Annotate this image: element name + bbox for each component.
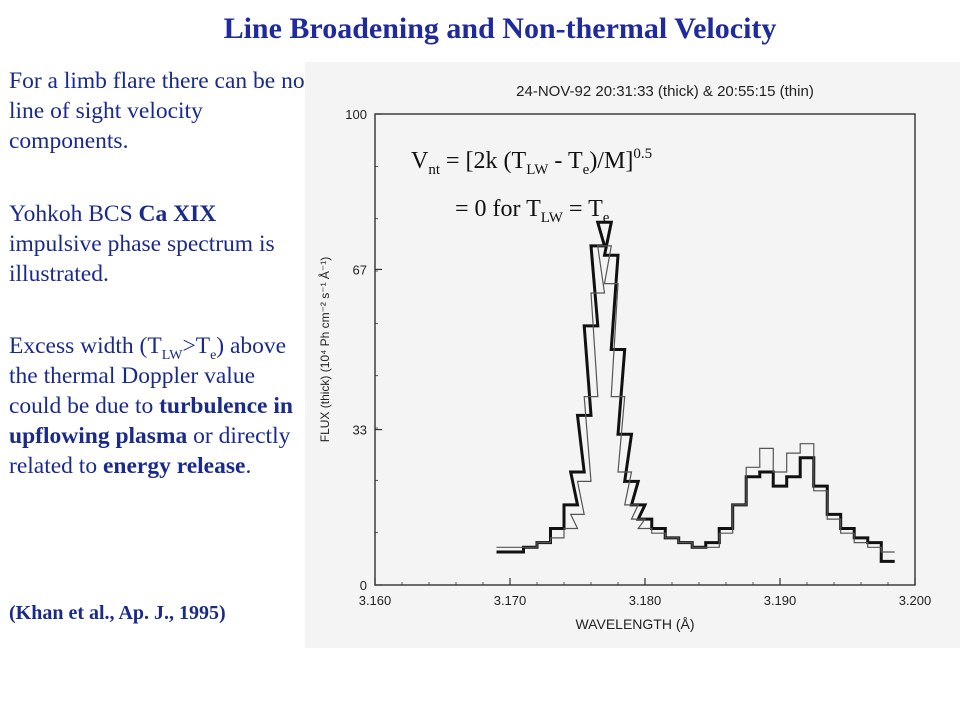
y-axis-label: FLUX (thick) (10⁴ Ph cm⁻² s⁻¹ Å⁻¹) bbox=[317, 257, 332, 443]
formula-exponent: 0.5 bbox=[633, 146, 653, 162]
spectrum-chart: 3.160 3.170 3.180 3.190 3.200 0 33 67 100 24-NOV-… bbox=[317, 83, 932, 632]
excess-text-a: Excess width (T bbox=[9, 333, 162, 359]
x-tick-label: 3.190 bbox=[764, 593, 797, 608]
formula-vnt: Vnt = [2k (TLW - Te)/M]0.5 bbox=[411, 146, 653, 178]
y-tick-label: 100 bbox=[345, 107, 367, 122]
paragraph-bcs-spectrum: Yohkoh BCS Ca XIX impulsive phase spectr… bbox=[9, 199, 309, 289]
series-line-thin bbox=[496, 245, 895, 553]
formula2-part-a: = 0 for T bbox=[455, 196, 541, 222]
formula-sub-e: e bbox=[582, 162, 590, 178]
formula-part-a: = [2k (T bbox=[440, 148, 527, 174]
y-tick-label: 0 bbox=[360, 578, 367, 593]
bcs-text-a: Yohkoh BCS bbox=[9, 201, 139, 227]
formula-v: V bbox=[411, 148, 429, 174]
formula-zero: = 0 for TLW = Te bbox=[455, 196, 610, 226]
x-tick-label: 3.170 bbox=[494, 593, 527, 608]
turbulence-text: turbulence in upflowing plasma bbox=[9, 393, 293, 449]
excess-text-c: ) above the thermal Doppler value could … bbox=[9, 333, 287, 419]
bcs-text-c: impulsive phase spectrum is illustrated. bbox=[9, 231, 275, 287]
excess-sub-lw: LW bbox=[161, 348, 183, 363]
y-tick-label: 33 bbox=[353, 423, 367, 438]
formula-sub-nt: nt bbox=[428, 162, 441, 178]
ca-xix-label: Ca XIX bbox=[138, 201, 217, 227]
paragraph-limb-flare: For a limb flare there can be no line of… bbox=[9, 68, 305, 154]
formula-part-c: )/M] bbox=[589, 148, 634, 174]
y-tick-label: 67 bbox=[353, 262, 367, 277]
x-tick-label: 3.200 bbox=[899, 593, 932, 608]
formula-sub-lw: LW bbox=[526, 162, 549, 178]
excess-text-e: . bbox=[245, 453, 252, 479]
x-tick-label: 3.160 bbox=[359, 593, 392, 608]
slide-title: Line Broadening and Non-thermal Velocity bbox=[223, 12, 777, 45]
excess-text-d: or directly related to bbox=[9, 423, 291, 479]
spectrum-figure: 3.160 3.170 3.180 3.190 3.200 0 33 67 100 24-NOV-… bbox=[305, 62, 960, 648]
x-tick-label: 3.180 bbox=[629, 593, 662, 608]
x-axis-label: WAVELENGTH (Å) bbox=[575, 616, 694, 632]
chart-title: 24-NOV-92 20:31:33 (thick) & 20:55:15 (t… bbox=[516, 83, 814, 100]
formula2-part-b: = T bbox=[562, 196, 603, 222]
formula2-sub-lw: LW bbox=[540, 210, 563, 226]
reference-citation: (Khan et al., Ap. J., 1995) bbox=[9, 602, 226, 624]
paragraph-excess-width: Excess width (TLW>Te) above the thermal … bbox=[9, 331, 309, 481]
formula2-sub-e: e bbox=[602, 210, 610, 226]
excess-text-b: >T bbox=[182, 333, 211, 359]
series-line-thick bbox=[496, 220, 895, 563]
formula-part-b: - T bbox=[548, 148, 583, 174]
excess-sub-e: e bbox=[210, 348, 217, 363]
energy-release-text: energy release bbox=[102, 453, 246, 479]
